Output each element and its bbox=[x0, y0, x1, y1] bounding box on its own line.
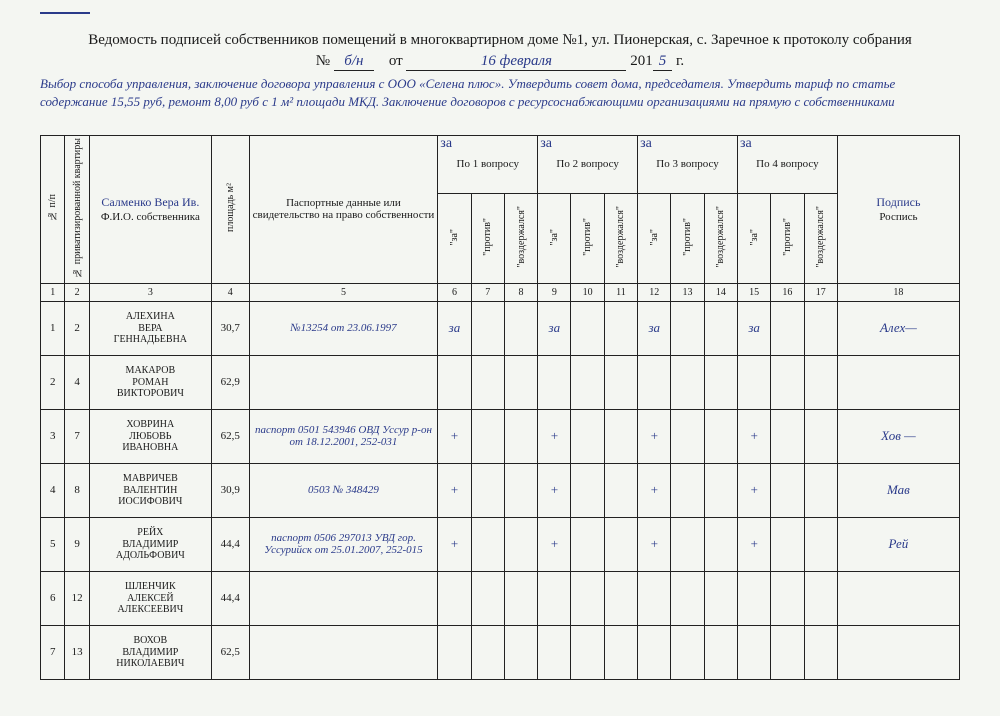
table-row: 12АЛЕХИНАВЕРАГЕННАДЬЕВНА30,7№13254 от 23… bbox=[41, 301, 960, 355]
no-prefix: № bbox=[316, 53, 330, 69]
ot-label: от bbox=[389, 53, 403, 69]
table-row: 713ВОХОВВЛАДИМИРНИКОЛАЕВИЧ62,5 bbox=[41, 625, 960, 679]
table-row: 48МАВРИЧЕВВАЛЕНТИНИОСИФОВИЧ30,90503 № 34… bbox=[41, 463, 960, 517]
year-suffix: г. bbox=[676, 53, 684, 69]
table-row: 37ХОВРИНАЛЮБОВЬИВАНОВНА62,5паспорт 0501 … bbox=[41, 409, 960, 463]
page-title: Ведомость подписей собственников помещен… bbox=[40, 30, 960, 51]
signatures-table: № п/п № приватизированной квартиры Салме… bbox=[40, 135, 960, 680]
col-area: площадь м² bbox=[225, 183, 236, 232]
col-q1: заПо 1 вопросу bbox=[438, 136, 538, 194]
col-priv: № приватизированной квартиры bbox=[72, 138, 83, 278]
year-digit: 5 bbox=[653, 53, 673, 71]
col-sign: Подпись Роспись bbox=[837, 136, 959, 284]
agenda-handwriting: Выбор способа управления, заключение дог… bbox=[40, 75, 960, 127]
col-q4: заПо 4 вопросу bbox=[737, 136, 837, 194]
col-passport: Паспортные данные или свидетельство на п… bbox=[249, 136, 438, 284]
col-za: "за" bbox=[449, 229, 460, 246]
col-q3: заПо 3 вопросу bbox=[638, 136, 738, 194]
col-vozd: "воздержался" bbox=[516, 206, 527, 268]
doc-number-line: № б/н от 16 февраля 2015 г. bbox=[40, 53, 960, 71]
doc-number: б/н bbox=[334, 53, 374, 71]
table-row: 612ШЛЕНЧИКАЛЕКСЕЙАЛЕКСЕЕВИЧ44,4 bbox=[41, 571, 960, 625]
year-prefix: 201 bbox=[630, 53, 653, 69]
col-protiv: "против" bbox=[482, 218, 493, 256]
page-top-mark bbox=[40, 12, 90, 14]
table-row: 24МАКАРОВРОМАНВИКТОРОВИЧ62,9 bbox=[41, 355, 960, 409]
column-number-row: 1 2 3 4 5 6 7 8 9 10 11 12 13 14 15 16 1… bbox=[41, 283, 960, 301]
table-row: 59РЕЙХВЛАДИМИРАДОЛЬФОВИЧ44,4паспорт 0506… bbox=[41, 517, 960, 571]
col-q2: заПо 2 вопросу bbox=[538, 136, 638, 194]
col-owner: Салменко Вера Ив. Ф.И.О. собственника bbox=[89, 136, 211, 284]
col-nn: № п/п bbox=[47, 194, 58, 221]
doc-date: 16 февраля bbox=[406, 53, 626, 71]
owner-handwritten: Салменко Вера Ив. bbox=[93, 196, 208, 209]
